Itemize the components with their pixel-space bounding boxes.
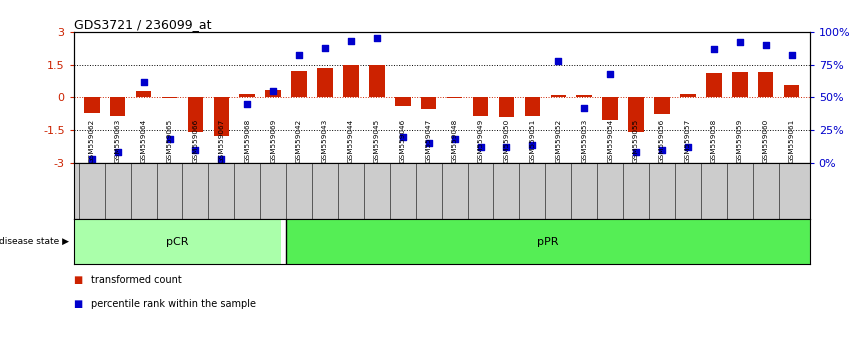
- Point: [111, 149, 125, 155]
- Text: pPR: pPR: [537, 236, 559, 247]
- Text: ■: ■: [74, 275, 83, 285]
- Text: ■: ■: [74, 299, 83, 309]
- Point: [655, 147, 669, 153]
- Bar: [136, 91, 152, 97]
- Bar: [421, 97, 436, 109]
- Point: [318, 45, 332, 50]
- Point: [526, 142, 540, 147]
- Point: [422, 141, 436, 146]
- Bar: [447, 97, 462, 98]
- Text: transformed count: transformed count: [91, 275, 182, 285]
- Point: [785, 53, 798, 58]
- Point: [681, 144, 695, 150]
- Bar: [286, 219, 810, 264]
- Bar: [343, 65, 359, 97]
- Bar: [369, 65, 385, 97]
- Bar: [473, 97, 488, 116]
- Bar: [603, 97, 618, 120]
- Bar: [577, 95, 592, 97]
- Bar: [706, 73, 721, 97]
- Point: [215, 156, 229, 162]
- Point: [163, 136, 177, 142]
- Point: [137, 79, 151, 85]
- Point: [500, 144, 514, 150]
- Text: GDS3721 / 236099_at: GDS3721 / 236099_at: [74, 18, 211, 31]
- Bar: [654, 97, 669, 114]
- Point: [292, 53, 306, 58]
- Text: pCR: pCR: [166, 236, 189, 247]
- Point: [241, 101, 255, 107]
- Bar: [291, 71, 307, 97]
- Point: [344, 38, 358, 44]
- Bar: [628, 97, 643, 132]
- Bar: [265, 90, 281, 97]
- Bar: [395, 97, 410, 106]
- Point: [759, 42, 772, 48]
- Text: percentile rank within the sample: percentile rank within the sample: [91, 299, 256, 309]
- Bar: [758, 72, 773, 97]
- Point: [396, 134, 410, 139]
- Bar: [214, 97, 229, 136]
- Point: [578, 105, 591, 111]
- Point: [629, 149, 643, 155]
- Bar: [162, 97, 178, 98]
- Bar: [784, 85, 799, 97]
- Text: disease state ▶: disease state ▶: [0, 237, 69, 246]
- Point: [552, 58, 565, 63]
- Point: [604, 71, 617, 76]
- Point: [370, 36, 384, 41]
- Bar: [240, 94, 255, 97]
- Bar: [499, 97, 514, 117]
- Bar: [317, 68, 333, 97]
- Point: [266, 88, 280, 94]
- Bar: [84, 97, 100, 113]
- Point: [733, 40, 746, 45]
- Bar: [551, 95, 566, 97]
- Point: [85, 156, 99, 162]
- Point: [448, 136, 462, 142]
- Point: [189, 147, 203, 153]
- Bar: [188, 97, 204, 132]
- Point: [474, 144, 488, 150]
- Bar: [732, 72, 747, 97]
- Bar: [680, 94, 695, 97]
- Bar: [74, 219, 281, 264]
- Point: [707, 46, 721, 52]
- Bar: [525, 97, 540, 116]
- Bar: [110, 97, 126, 116]
